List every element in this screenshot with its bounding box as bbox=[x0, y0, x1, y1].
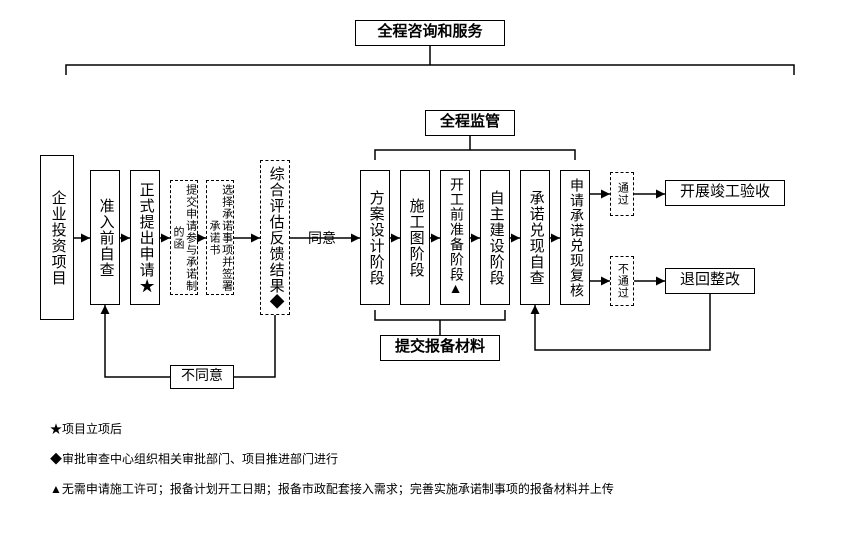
node-pre-construction: 开工前准备阶段▲ bbox=[440, 170, 470, 305]
node-fulfill-selfcheck: 承诺兑现自查 bbox=[520, 170, 550, 305]
footnote-1: ★项目立项后 bbox=[50, 420, 122, 437]
node-scheme: 方案设计阶段 bbox=[360, 170, 390, 305]
node-submit-letter: 提交申请参与承诺制的函 bbox=[170, 180, 198, 295]
header-top: 全程咨询和服务 bbox=[355, 20, 505, 46]
node-pass: 通过 bbox=[610, 172, 634, 216]
node-eval-result: 综合评估反馈结果◆ bbox=[260, 160, 290, 315]
flowchart-stage: 全程咨询和服务 全程监管 企业投资项目 准入前自查 正式提出申请★ 提交申请参与… bbox=[20, 20, 830, 530]
label-disagree: 不同意 bbox=[170, 365, 234, 389]
footnote-2: ◆审批审查中心组织相关审批部门、项目推进部门进行 bbox=[50, 450, 338, 467]
node-precheck: 准入前自查 bbox=[90, 170, 120, 305]
node-acceptance: 开展竣工验收 bbox=[665, 180, 785, 206]
node-choose-sign: 选择承诺事项并签署承诺书 bbox=[206, 180, 234, 295]
node-self-build: 自主建设阶段 bbox=[480, 170, 510, 305]
label-agree: 同意 bbox=[308, 228, 336, 248]
node-return-rectify: 退回整改 bbox=[665, 268, 755, 294]
node-fail: 不通过 bbox=[610, 256, 634, 306]
header-mid: 全程监管 bbox=[425, 110, 515, 136]
node-construction-drawing: 施工图阶段 bbox=[400, 170, 430, 305]
footnote-3: ▲无需申请施工许可；报备计划开工日期；报备市政配套接入需求；完善实施承诺制事项的… bbox=[50, 480, 614, 497]
header-bottom: 提交报备材料 bbox=[380, 335, 500, 361]
node-enterprise-project: 企业投资项目 bbox=[40, 155, 74, 320]
node-apply-review: 申请承诺兑现复核 bbox=[560, 170, 590, 305]
node-formal-apply: 正式提出申请★ bbox=[130, 170, 160, 305]
